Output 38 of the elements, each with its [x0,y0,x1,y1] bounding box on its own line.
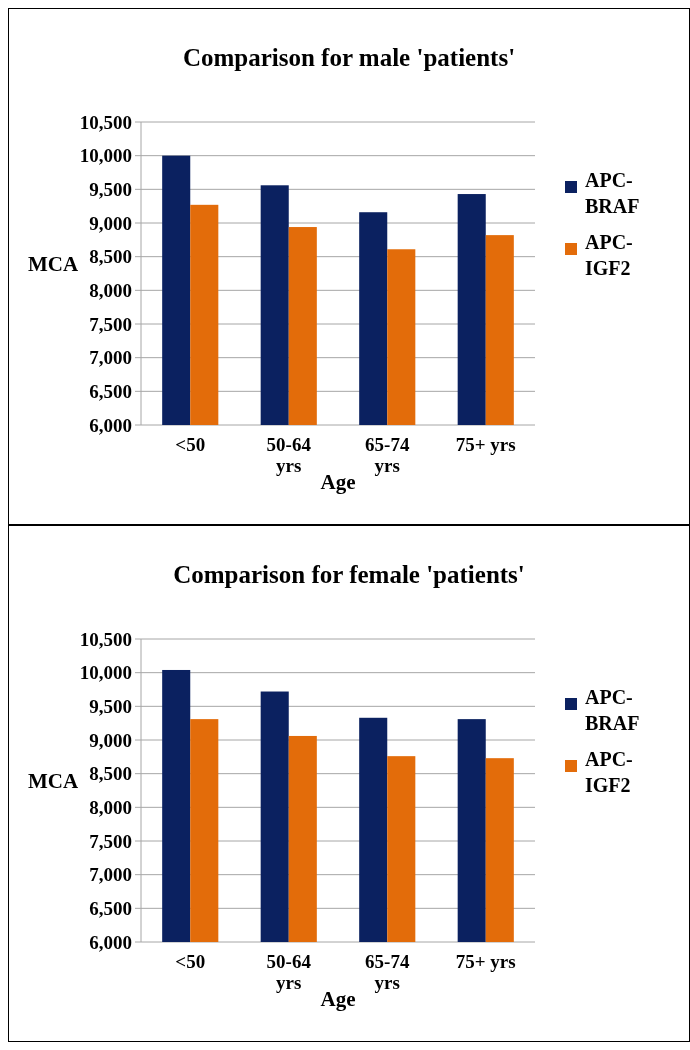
y-tick-label: 6,500 [89,380,132,402]
y-tick-label: 10,500 [79,111,132,133]
x-axis-title: Age [320,987,356,1011]
x-tick-label: 65-74 yrs [365,434,410,476]
y-tick-label: 6,000 [89,414,132,436]
x-tick-label: 50-64 yrs [266,434,312,476]
y-tick-label: 10,500 [79,628,132,650]
x-tick-label: 75+ yrs [455,434,516,455]
y-axis-title: MCA [28,251,79,276]
x-tick-label: <50 [175,434,206,455]
y-tick-label: 9,500 [89,178,132,200]
y-tick-label: 10,000 [79,662,132,684]
x-axis-title: Age [320,470,356,494]
y-tick-label: 7,000 [89,864,132,886]
y-tick-label: 7,000 [89,347,132,369]
x-tick-label: 75+ yrs [455,951,516,972]
x-tick-label: <50 [175,951,206,972]
y-tick-label: 7,500 [89,830,132,852]
y-tick-label: 9,000 [89,212,132,234]
y-tick-label: 6,500 [89,897,132,919]
legend-label: APC-BRAF [585,169,640,217]
y-tick-label: 9,500 [89,695,132,717]
y-tick-label: 8,000 [89,796,132,818]
y-tick-label: 8,500 [89,763,132,785]
y-tick-label: 9,000 [89,729,132,751]
y-axis-title: MCA [28,768,79,793]
legend-label: APC-IGF2 [585,748,633,796]
y-tick-label: 7,500 [89,313,132,335]
x-tick-label: 65-74 yrs [365,951,410,993]
y-tick-label: 6,000 [89,931,132,953]
y-tick-label: 8,500 [89,246,132,268]
chart-title: Comparison for male 'patients' [182,44,516,71]
y-tick-label: 10,000 [79,145,132,167]
legend-label: APC-IGF2 [585,231,633,279]
legend-label: APC-BRAF [585,686,640,734]
chart-title: Comparison for female 'patients' [173,561,525,588]
y-tick-label: 8,000 [89,279,132,301]
x-tick-label: 50-64 yrs [266,951,312,993]
